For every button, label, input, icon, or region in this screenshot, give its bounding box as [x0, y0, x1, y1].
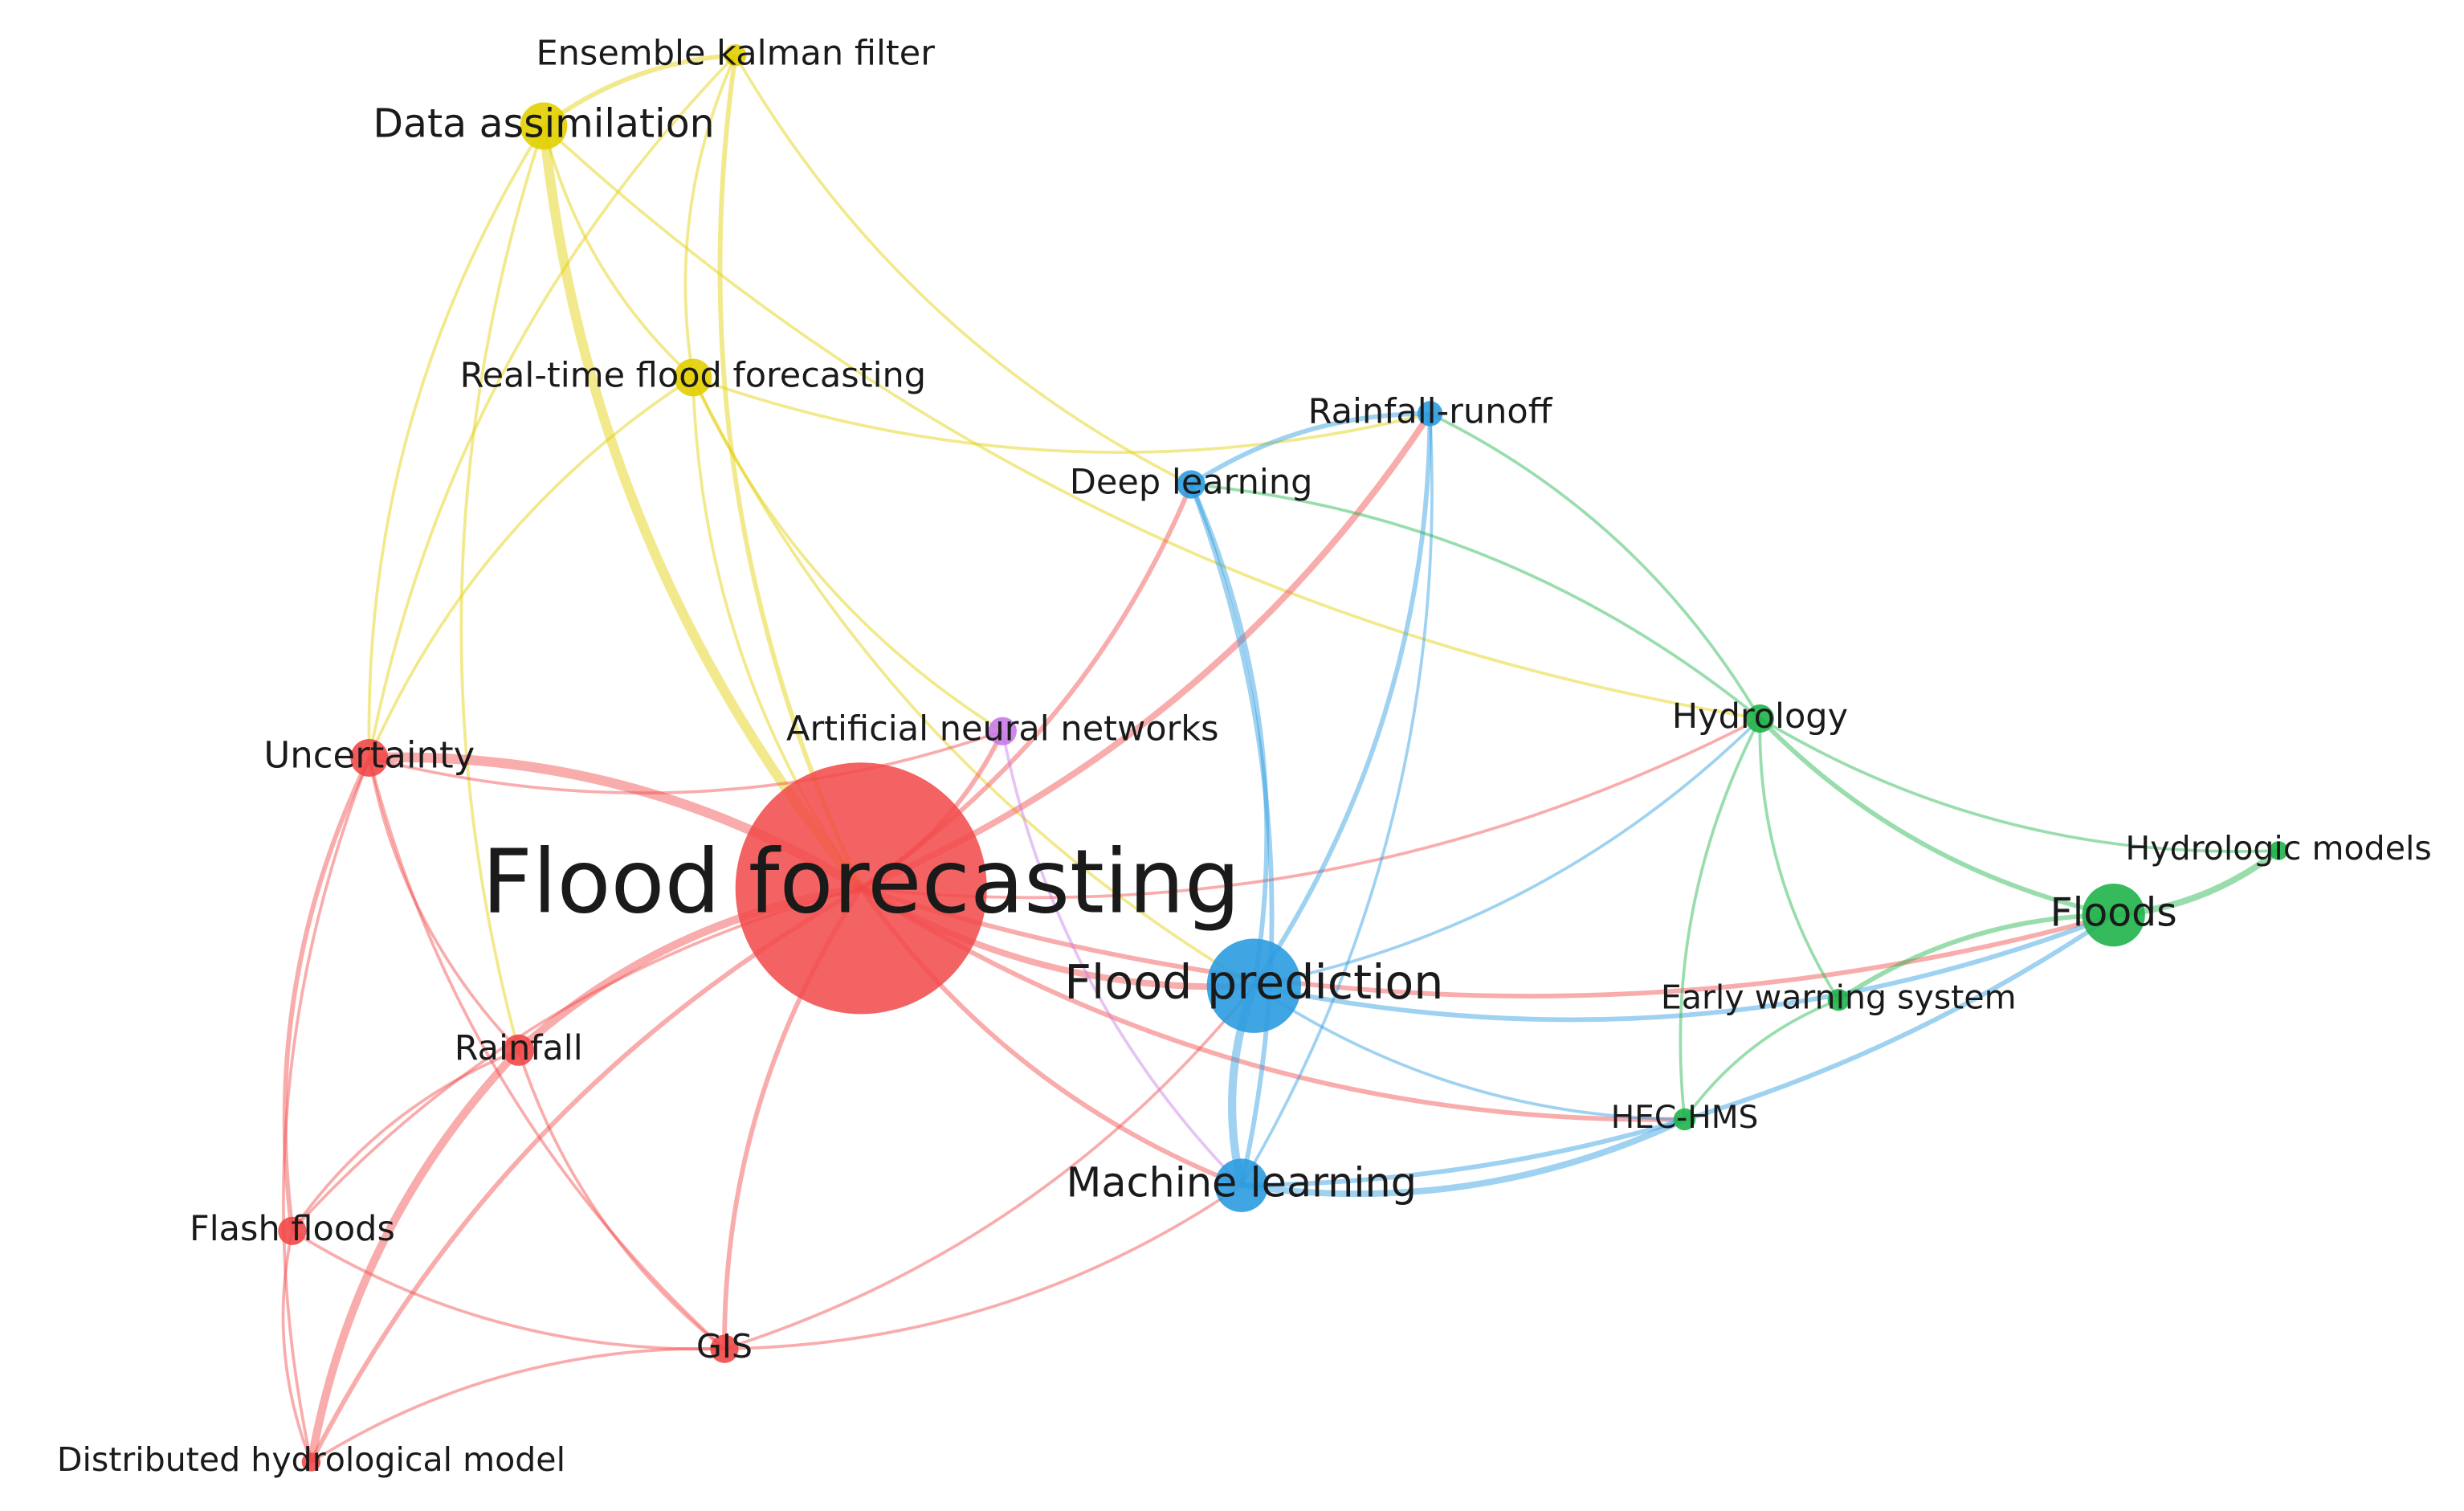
- node-label: Machine learning: [1066, 1159, 1417, 1207]
- edge: [307, 1047, 522, 1463]
- node: [1214, 1158, 1269, 1212]
- edge: [281, 1230, 313, 1463]
- edge: [1190, 483, 1761, 720]
- node: [1206, 938, 1302, 1033]
- nodes: [278, 44, 2288, 1472]
- edge: [692, 376, 1430, 454]
- node-label: Rainfall-runoff: [1308, 391, 1553, 431]
- edge: [542, 125, 1760, 721]
- node: [301, 1452, 321, 1472]
- edge: [282, 757, 372, 1231]
- node-label: Deep learning: [1070, 462, 1313, 502]
- node-label: Real-time flood forecasting: [460, 355, 927, 395]
- node-label: Ensemble kalman filter: [536, 33, 935, 73]
- edge: [1837, 913, 2114, 1003]
- node: [1745, 704, 1775, 733]
- node: [1827, 989, 1850, 1011]
- edge: [1429, 412, 1762, 720]
- edge: [1683, 998, 1839, 1121]
- node-label: Uncertainty: [263, 733, 475, 776]
- edge: [1240, 413, 1434, 1186]
- node: [1417, 401, 1443, 427]
- edge: [282, 757, 371, 1463]
- node: [350, 738, 389, 777]
- edge: [291, 1229, 725, 1351]
- edge: [1241, 1116, 1687, 1198]
- edge: [368, 376, 694, 759]
- node: [2082, 883, 2145, 947]
- edge: [1253, 913, 2115, 1023]
- edge: [734, 54, 1192, 486]
- node: [988, 717, 1017, 745]
- node-label: Flash floods: [190, 1209, 395, 1249]
- node-label: Early warning system: [1661, 978, 2017, 1017]
- edge: [1679, 717, 1762, 1120]
- edge: [1189, 410, 1430, 487]
- node: [674, 358, 712, 397]
- node: [724, 44, 747, 67]
- edge: [459, 125, 545, 1051]
- edge: [310, 1346, 725, 1464]
- node-label: Flood forecasting: [482, 831, 1240, 933]
- node-label: GIS: [696, 1327, 753, 1366]
- edge: [861, 717, 1761, 900]
- edge: [724, 984, 1255, 1350]
- edge: [1254, 717, 1761, 987]
- node: [735, 762, 987, 1015]
- node: [520, 102, 568, 150]
- edge: [691, 377, 1255, 987]
- node-label: HEC-HMS: [1611, 1100, 1759, 1136]
- edge: [859, 886, 1685, 1122]
- node: [1177, 470, 1205, 499]
- node: [2269, 841, 2288, 860]
- node-label: Distributed hydrological model: [57, 1440, 565, 1479]
- node: [503, 1034, 535, 1066]
- edge: [367, 758, 520, 1052]
- node-label: Data assimilation: [373, 100, 714, 146]
- edge: [683, 55, 737, 378]
- edge: [724, 1184, 1242, 1350]
- edge: [1759, 717, 2279, 853]
- edge: [717, 55, 863, 890]
- edge: [1001, 730, 1243, 1186]
- edge: [542, 125, 695, 379]
- edge: [1189, 483, 1270, 986]
- edge: [368, 757, 726, 1350]
- edges: [281, 52, 2281, 1464]
- node-label: Flood prediction: [1064, 955, 1443, 1010]
- node: [1673, 1108, 1696, 1131]
- node-label: Floods: [2050, 890, 2177, 936]
- edge: [1251, 413, 1433, 987]
- node-label: Hydrology: [1672, 696, 1848, 737]
- node: [278, 1216, 307, 1245]
- edge: [367, 54, 737, 758]
- edge: [367, 125, 545, 758]
- edge: [1758, 717, 2115, 917]
- edge: [542, 52, 736, 129]
- edge: [691, 377, 1004, 733]
- node-label: Rainfall: [455, 1028, 583, 1068]
- node-label: Hydrologic models: [2125, 829, 2431, 868]
- node: [710, 1334, 739, 1363]
- edge: [860, 886, 2115, 998]
- labels: Ensemble kalman filter Data assimilation R…: [57, 33, 2432, 1479]
- edge: [1241, 913, 2115, 1188]
- edge: [516, 1049, 726, 1350]
- edge: [291, 1048, 520, 1232]
- edge: [1758, 718, 1840, 1001]
- edge: [1253, 984, 1685, 1121]
- edge: [369, 729, 1003, 794]
- node-label: Artificial neural networks: [786, 709, 1219, 749]
- edge: [1189, 483, 1275, 1186]
